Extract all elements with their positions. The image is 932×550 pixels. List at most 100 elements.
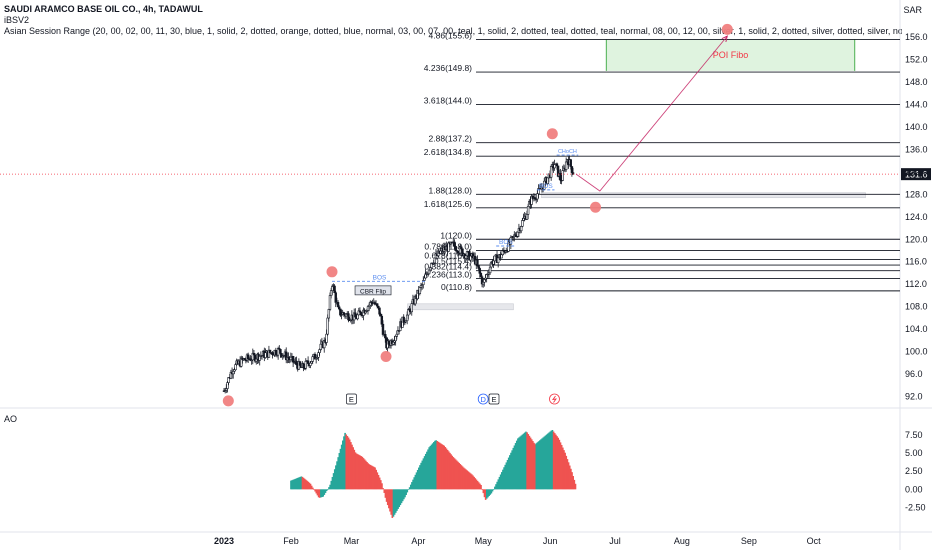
poi-label: POI Fibo bbox=[713, 50, 749, 60]
ao-bar-falling bbox=[472, 475, 474, 490]
pivot-marker bbox=[721, 23, 733, 35]
ao-bar-falling bbox=[373, 466, 375, 490]
ao-bar-rising bbox=[435, 440, 437, 490]
ao-bar-rising bbox=[496, 481, 498, 490]
ao-bar-rising bbox=[409, 484, 412, 490]
time-tick-label: Jul bbox=[609, 536, 621, 546]
candle-down bbox=[333, 285, 336, 294]
lightning-glyph bbox=[551, 395, 557, 403]
ao-bar-rising bbox=[323, 489, 326, 495]
ao-bar-falling bbox=[347, 437, 350, 490]
ao-bar-rising bbox=[396, 489, 398, 511]
ao-bar-rising bbox=[510, 452, 512, 490]
candle-down bbox=[453, 241, 456, 247]
candle-down bbox=[477, 265, 480, 269]
ao-bar-rising bbox=[418, 467, 420, 490]
candle-up bbox=[561, 170, 564, 181]
ao-bar-falling bbox=[303, 478, 306, 490]
earnings-event-icon bbox=[346, 393, 357, 405]
ao-bar-falling bbox=[345, 434, 348, 490]
ao-bar-rising bbox=[414, 474, 417, 490]
ao-bar-falling bbox=[450, 454, 452, 490]
candle-up bbox=[521, 220, 524, 227]
ao-bar-falling bbox=[381, 483, 383, 490]
ao-bar-falling bbox=[444, 447, 447, 490]
ao-bar-rising bbox=[401, 489, 404, 502]
ao-bar-falling bbox=[391, 489, 394, 518]
candle-down bbox=[302, 363, 305, 369]
indicator-legend-ibsv2[interactable]: iBSV2 bbox=[4, 15, 30, 25]
ao-bar-falling bbox=[365, 460, 367, 490]
ao-bar-falling bbox=[468, 472, 471, 490]
ao-bar-rising bbox=[538, 440, 541, 490]
candle-up bbox=[536, 193, 539, 200]
price-tick-label: 108.0 bbox=[905, 302, 928, 312]
price-tick-label: 140.0 bbox=[905, 122, 928, 132]
pivot-marker bbox=[380, 351, 392, 363]
ao-bar-falling bbox=[442, 444, 444, 490]
candle-up bbox=[500, 254, 503, 259]
candle-up bbox=[553, 164, 556, 169]
price-tick-label: 92.0 bbox=[905, 391, 923, 401]
candle-up bbox=[526, 205, 530, 215]
ao-bar-rising bbox=[335, 465, 337, 490]
ao-bar-rising bbox=[423, 456, 426, 490]
ao-bar-rising bbox=[415, 472, 418, 490]
candle-down bbox=[334, 292, 337, 303]
ao-bar-rising bbox=[429, 445, 432, 490]
ao-bar-falling bbox=[362, 458, 365, 490]
ao-bar-rising bbox=[507, 457, 510, 490]
ao-bar-rising bbox=[427, 449, 429, 490]
ao-bar-falling bbox=[473, 476, 475, 490]
ao-bar-rising bbox=[292, 479, 295, 490]
ao-bar-falling bbox=[389, 489, 391, 512]
price-tick-label: 124.0 bbox=[905, 212, 928, 222]
candle-down bbox=[359, 311, 363, 316]
ao-bar-rising bbox=[295, 478, 298, 490]
candle-up bbox=[326, 317, 329, 335]
ao-bar-rising bbox=[338, 453, 341, 490]
indicator-legend-asian-session[interactable]: Asian Session Range (20, 00, 02, 00, 11,… bbox=[4, 26, 902, 36]
ao-bar-rising bbox=[422, 458, 425, 490]
chart-title: SAUDI ARAMCO BASE OIL CO., 4h, TADAWUL bbox=[4, 4, 203, 14]
ao-bar-rising bbox=[489, 489, 492, 495]
price-tick-label: 136.0 bbox=[905, 144, 928, 154]
ao-bar-rising bbox=[340, 444, 343, 490]
ao-bar-falling bbox=[380, 480, 382, 490]
ao-bar-falling bbox=[481, 489, 483, 490]
ao-bar-rising bbox=[550, 430, 553, 490]
ao-bar-rising bbox=[500, 472, 503, 490]
ao-bar-falling bbox=[469, 473, 472, 490]
ao-bar-falling bbox=[572, 476, 574, 490]
ao-bar-rising bbox=[322, 489, 325, 497]
ao-bar-falling bbox=[363, 459, 366, 490]
ao-bar-rising bbox=[394, 489, 397, 513]
ao-bar-falling bbox=[318, 489, 321, 498]
ao-bar-rising bbox=[329, 484, 331, 490]
ao-bar-rising bbox=[549, 431, 551, 490]
ao-bar-falling bbox=[461, 466, 464, 490]
fib-level-label: 0.5(115.4) bbox=[434, 256, 472, 266]
ao-bar-falling bbox=[574, 483, 577, 490]
price-tick-label: 128.0 bbox=[905, 189, 928, 199]
ao-bar-rising bbox=[297, 477, 299, 490]
ao-bar-falling bbox=[301, 476, 304, 490]
price-tick-label: 112.0 bbox=[905, 279, 927, 289]
candle-up bbox=[493, 255, 496, 262]
candle-up bbox=[327, 309, 331, 319]
candle-up bbox=[405, 314, 409, 322]
ao-bar-falling bbox=[552, 431, 555, 490]
ao-bar-rising bbox=[426, 451, 428, 490]
ao-bar-rising bbox=[433, 442, 435, 490]
ao-bar-rising bbox=[405, 489, 407, 495]
fib-level-label: 1.88(128.0) bbox=[429, 185, 473, 195]
ao-bar-rising bbox=[522, 433, 525, 490]
ao-bar-rising bbox=[545, 434, 548, 490]
ao-histogram bbox=[290, 430, 577, 518]
dividend-event-icon bbox=[477, 393, 489, 405]
time-tick-label: Oct bbox=[807, 536, 822, 546]
ao-bar-falling bbox=[558, 439, 561, 490]
ao-bar-falling bbox=[529, 437, 532, 490]
ao-bar-falling bbox=[376, 472, 379, 490]
